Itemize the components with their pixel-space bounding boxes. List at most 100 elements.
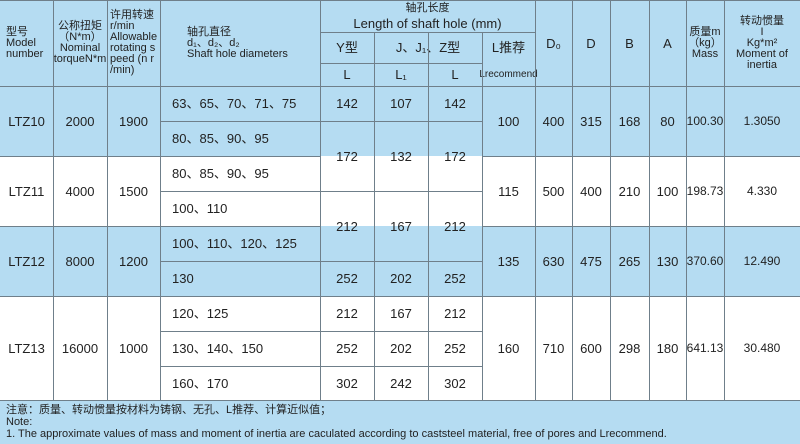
grid-hline xyxy=(482,156,800,157)
header-l-j: L xyxy=(451,67,459,82)
header-background xyxy=(0,0,800,86)
grid-vline xyxy=(374,32,375,400)
grid-hline xyxy=(482,226,800,227)
header-inertia: 转动惯量 I Kg*m² Moment of inertia xyxy=(724,0,800,86)
header-model-line: 型号 xyxy=(6,25,28,38)
header-b: B xyxy=(625,35,634,51)
header-diameters-line: Shaft hole diameters xyxy=(187,47,288,60)
cell-length: 252 xyxy=(336,271,358,286)
cell-lrec: 135 xyxy=(497,253,520,269)
header-l-y: L xyxy=(343,67,351,82)
grid-hline xyxy=(0,86,800,87)
cell-diameters: 80、85、90、95 xyxy=(172,166,269,181)
cell-d0: 500 xyxy=(542,183,565,199)
cell-length: 212 xyxy=(336,218,358,234)
cell-d: 475 xyxy=(580,253,602,269)
header-j-type: J、J₁、Z型 xyxy=(374,32,482,63)
grid-vline xyxy=(686,0,687,400)
grid-hline xyxy=(320,32,535,33)
grid-vline xyxy=(428,32,429,400)
header-speed-line: Allowable xyxy=(110,31,158,43)
grid-vline xyxy=(724,0,725,400)
header-y-type: Y型 xyxy=(336,40,358,55)
cell-mass: 641.13 xyxy=(686,340,724,355)
cell-speed: 1200 xyxy=(119,253,148,269)
cell-diameters: 80、85、90、95 xyxy=(172,131,269,146)
grid-hline xyxy=(320,63,482,64)
cell-torque: 8000 xyxy=(65,253,95,269)
header-l-rec: L推荐 xyxy=(491,40,526,55)
header-speed-line: r/min xyxy=(110,20,135,32)
header-length-cn: 轴孔长度 xyxy=(405,2,450,14)
header-l1: L₁ xyxy=(395,67,407,82)
header-torque-line: Nominal xyxy=(59,42,101,54)
cell-diameters: 160、170 xyxy=(172,376,229,391)
cell-model: LTZ10 xyxy=(8,113,45,129)
header-speed: 许用转速 r/min Allowable rotating s peed (n r/mi… xyxy=(107,0,160,86)
cell-length: 132 xyxy=(390,148,412,164)
header-inertia-line: Moment of xyxy=(736,47,788,60)
header-model-line: number xyxy=(6,47,44,60)
footnote-cn: 注意：质量、转动惯量按材料为铸钢、无孔、L推荐、计算近似值； xyxy=(6,404,332,416)
grid-vline xyxy=(535,0,536,400)
cell-mass: 198.73 xyxy=(686,183,724,198)
header-a: A xyxy=(663,35,672,51)
cell-length: 252 xyxy=(336,341,358,356)
cell-b: 168 xyxy=(618,113,641,129)
cell-length: 172 xyxy=(336,148,358,164)
cell-d: 600 xyxy=(580,340,602,356)
header-diameters-line: d₁、d₂、d₂ xyxy=(187,36,240,49)
cell-length: 212 xyxy=(336,306,358,321)
grid-vline xyxy=(649,0,650,400)
grid-hline xyxy=(0,226,320,227)
grid-hline xyxy=(0,156,320,157)
header-torque-line: torqueN*m xyxy=(53,53,107,65)
cell-a: 180 xyxy=(656,340,679,356)
header-speed-line: rotating s xyxy=(110,42,156,54)
cell-diameters: 100、110 xyxy=(172,201,228,216)
footnote: 注意：质量、转动惯量按材料为铸钢、无孔、L推荐、计算近似值； Note: 1. Th… xyxy=(0,400,800,444)
footnote-label: Note: xyxy=(6,416,33,428)
header-model-line: Model xyxy=(6,36,36,49)
grid-hline xyxy=(160,261,482,262)
cell-d0: 400 xyxy=(542,113,565,129)
cell-length: 107 xyxy=(390,96,412,111)
header-length-en: Length of shaft hole (mm) xyxy=(353,15,502,31)
cell-lrec: 160 xyxy=(497,340,520,356)
header-torque: 公称扭矩 （N*m） Nominal torqueN*m xyxy=(53,0,107,86)
cell-a: 130 xyxy=(656,253,679,269)
header-l-rec-en: Lrecommend xyxy=(479,69,538,80)
cell-lrec: 115 xyxy=(498,183,519,199)
cell-length: 212 xyxy=(444,306,466,321)
header-speed-line: 许用转速 xyxy=(110,9,154,21)
grid-hline xyxy=(160,191,482,192)
cell-torque: 16000 xyxy=(61,340,99,356)
cell-a: 100 xyxy=(656,183,679,199)
cell-diameters: 130、140、150 xyxy=(172,341,264,356)
header-inertia-line: Kg*m² xyxy=(746,36,778,49)
cell-lrec: 100 xyxy=(497,113,520,129)
cell-model: LTZ11 xyxy=(8,183,45,199)
header-mass-line: （kg） xyxy=(688,36,722,49)
cell-torque: 4000 xyxy=(65,183,95,199)
cell-speed: 1900 xyxy=(119,113,148,129)
footnote-line1: 1. The approximate values of mass and mo… xyxy=(6,428,667,440)
header-inertia-line: I xyxy=(760,25,764,38)
cell-inertia: 30.480 xyxy=(743,340,781,355)
cell-length: 167 xyxy=(390,306,412,321)
cell-a: 80 xyxy=(660,113,675,129)
cell-b: 265 xyxy=(618,253,641,269)
cell-speed: 1500 xyxy=(119,183,148,199)
cell-length: 242 xyxy=(390,375,412,391)
header-model: 型号 Model number xyxy=(0,0,53,86)
grid-hline xyxy=(160,121,482,122)
cell-diameters: 130 xyxy=(172,271,194,286)
grid-vline xyxy=(53,0,54,400)
grid-vline xyxy=(107,0,108,400)
cell-b: 210 xyxy=(618,183,641,199)
cell-d: 315 xyxy=(580,113,602,129)
header-d0: D₀ xyxy=(546,35,561,51)
header-mass: 质量m （kg） Mass xyxy=(686,0,724,86)
cell-length: 142 xyxy=(444,96,466,111)
